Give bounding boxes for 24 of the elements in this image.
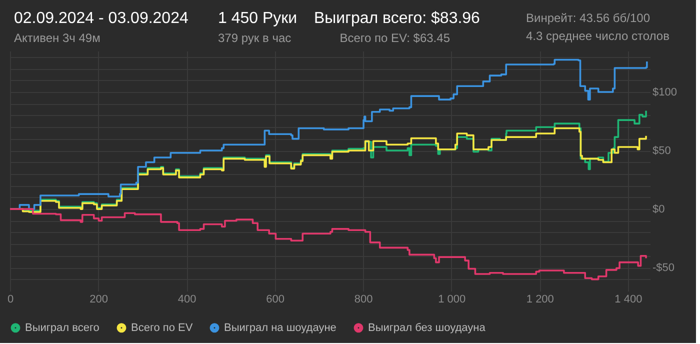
- text: Выиграл всего: $83.96: [314, 10, 480, 27]
- y-tick-label: -$50: [652, 262, 675, 274]
- y-tick-label: $50: [652, 145, 671, 158]
- text: 379 рук в час: [218, 31, 292, 45]
- x-tick-label: 1 000: [438, 294, 466, 306]
- x-tick-label: 200: [90, 294, 108, 306]
- x-tick-label: 600: [266, 294, 285, 306]
- text: Всего по EV: $63.45: [340, 31, 450, 45]
- y-tick-label: $100: [652, 86, 677, 98]
- x-tick-label: 0: [7, 294, 14, 306]
- x-tick-label: 1 200: [526, 294, 554, 306]
- text: Винрейт: 43.56 бб/100: [526, 11, 650, 25]
- y-tick-label: $0: [652, 204, 665, 216]
- text: 1 450 Руки: [218, 10, 298, 27]
- chart-subtitle: Активен 3ч 49м: [14, 31, 100, 45]
- legend-label: Выиграл без шоудауна: [368, 322, 486, 334]
- x-tick-label: 1 400: [614, 294, 642, 306]
- x-tick-label: 400: [178, 294, 196, 306]
- legend-label: Выиграл на шоудауне: [224, 322, 336, 334]
- legend-label: Всего по EV: [131, 322, 194, 334]
- text: 4.3 среднее число столов: [526, 29, 670, 43]
- legend-label: Выиграл всего: [25, 322, 100, 334]
- chart-title: 02.09.2024 - 03.09.2024: [14, 10, 188, 27]
- x-tick-label: 800: [354, 294, 373, 306]
